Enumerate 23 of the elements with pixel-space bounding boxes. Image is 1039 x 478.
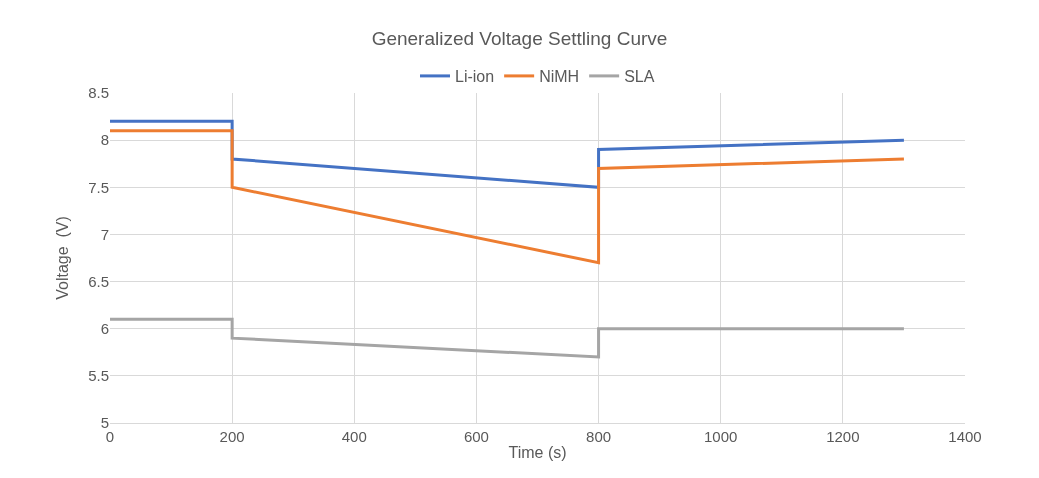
x-tick-label: 1200 [826, 428, 860, 445]
legend-label: NiMH [539, 68, 580, 86]
x-tick-label: 1400 [948, 428, 982, 445]
line-series [110, 317, 906, 359]
x-tick-label: 800 [586, 428, 612, 445]
x-tick-label: 600 [463, 428, 489, 445]
y-tick-label: 6.5 [88, 272, 109, 290]
y-tick-label: 8.5 [88, 84, 109, 102]
legend-label: SLA [624, 68, 655, 86]
x-tick-label: 1000 [704, 428, 738, 445]
y-tick-label: 7 [100, 225, 109, 243]
x-tick-label: 400 [341, 428, 367, 445]
y-tick-label: 6 [100, 319, 109, 337]
y-tick-label: 7.5 [88, 178, 109, 196]
line-series [110, 119, 906, 189]
y-tick-label: 5.5 [88, 367, 109, 385]
y-axis-title: Voltage (V) [54, 216, 72, 300]
legend-label: Li-ion [455, 68, 495, 86]
y-tick-label: 8 [100, 131, 109, 149]
line-series [110, 129, 906, 265]
x-axis-title: Time (s) [508, 443, 567, 461]
x-tick-label: 200 [219, 428, 245, 445]
chart-title: Generalized Voltage Settling Curve [371, 27, 668, 49]
